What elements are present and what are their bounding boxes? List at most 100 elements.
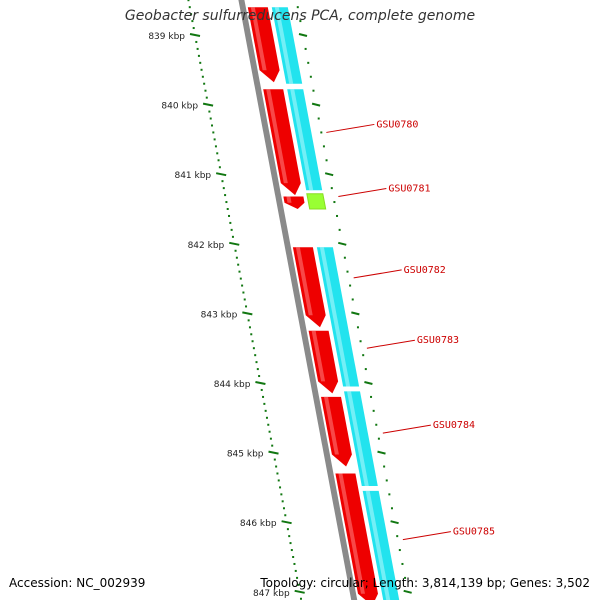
minor-tick: [239, 277, 242, 280]
minor-tick: [245, 305, 248, 308]
outer-minor-tick: [385, 479, 388, 482]
axis-label-2: 841 kbp: [174, 171, 211, 181]
minor-tick: [284, 514, 287, 517]
outer-minor-tick: [375, 423, 378, 426]
gene-label-3: GSU0783: [417, 335, 459, 346]
minor-tick: [192, 27, 195, 30]
outer-minor-tick: [396, 535, 399, 538]
minor-tick: [267, 423, 270, 426]
minor-tick: [228, 214, 231, 217]
cds-forward-block-10: [344, 391, 378, 486]
minor-tick: [229, 221, 232, 224]
outer-minor-tick: [401, 562, 404, 565]
minor-tick: [214, 145, 217, 148]
minor-tick: [209, 117, 212, 120]
minor-tick: [258, 375, 261, 378]
minor-tick: [211, 124, 214, 127]
minor-tick: [238, 270, 241, 273]
minor-tick: [221, 180, 224, 183]
gene-label-2: GSU0782: [404, 265, 446, 276]
outer-minor-tick: [338, 228, 341, 231]
minor-tick: [271, 444, 274, 447]
outer-major-tick: [338, 241, 347, 246]
minor-tick: [250, 333, 253, 336]
outer-minor-tick: [359, 340, 362, 343]
genome-summary-text: Topology: circular; Length: 3,814,139 bp…: [260, 576, 590, 590]
minor-tick: [200, 68, 203, 71]
major-tick-6: [268, 450, 279, 455]
outer-major-tick: [311, 102, 321, 107]
minor-tick: [268, 430, 271, 433]
minor-tick: [224, 194, 227, 197]
axis-label-4: 843 kbp: [201, 310, 238, 320]
outer-major-tick: [351, 311, 360, 316]
outer-minor-tick: [322, 145, 325, 148]
minor-tick: [247, 319, 250, 322]
minor-tick: [289, 542, 292, 545]
outer-major-tick: [377, 450, 386, 455]
gene-leader-line-0: [326, 123, 375, 133]
minor-tick: [260, 388, 263, 391]
cds-reverse-arrow-4: [283, 196, 305, 209]
minor-tick: [243, 298, 246, 301]
cds-reverse-arrow-6-highlight: [295, 247, 313, 316]
minor-tick: [195, 40, 198, 43]
outer-minor-tick: [404, 576, 407, 579]
minor-tick: [293, 562, 296, 565]
outer-minor-tick: [383, 465, 386, 468]
axis-label-1: 840 kbp: [161, 102, 198, 112]
gene-label-5: GSU0785: [453, 527, 495, 538]
minor-tick: [252, 347, 255, 350]
outer-minor-tick: [320, 131, 323, 134]
minor-tick: [265, 416, 268, 419]
minor-tick: [197, 54, 200, 57]
feature-block-5: [306, 193, 327, 210]
minor-tick: [288, 535, 291, 538]
outer-minor-tick: [362, 354, 365, 357]
minor-tick: [218, 166, 221, 169]
outer-minor-tick: [330, 187, 333, 190]
minor-tick: [251, 340, 254, 343]
cds-reverse-arrow-11-highlight: [338, 473, 365, 594]
outer-minor-tick: [336, 214, 339, 217]
cds-forward-block-10-highlight: [347, 391, 369, 486]
outer-minor-tick: [312, 89, 315, 92]
minor-tick: [279, 486, 282, 489]
outer-major-tick: [324, 172, 334, 177]
outer-minor-tick: [325, 159, 328, 162]
outer-minor-tick: [390, 507, 393, 510]
gene-label-1: GSU0781: [388, 183, 430, 194]
minor-tick: [204, 89, 207, 92]
minor-tick: [290, 549, 293, 552]
minor-tick: [226, 208, 229, 210]
cds-forward-block-1-highlight: [274, 7, 294, 84]
outer-major-tick: [364, 381, 373, 385]
major-tick-7: [281, 520, 292, 525]
gene-leader-line-5: [402, 531, 451, 541]
minor-tick: [254, 354, 257, 357]
outer-minor-tick: [356, 326, 359, 329]
axis-label-8: 847 kbp: [253, 589, 290, 599]
gene-label-4: GSU0784: [433, 420, 475, 431]
minor-tick: [296, 576, 299, 579]
minor-tick: [299, 597, 302, 600]
outer-minor-tick: [351, 298, 354, 301]
outer-minor-tick: [388, 493, 391, 496]
minor-tick: [201, 75, 204, 78]
minor-tick: [188, 6, 191, 9]
minor-tick: [199, 61, 202, 64]
axis-label-7: 846 kbp: [240, 519, 277, 529]
minor-tick: [277, 479, 280, 482]
outer-minor-tick: [349, 284, 352, 287]
outer-minor-tick: [364, 368, 367, 371]
major-tick-3: [229, 241, 240, 246]
minor-tick: [286, 528, 289, 531]
gene-leader-line-4: [382, 424, 431, 434]
minor-tick: [275, 465, 278, 468]
gene-label-0: GSU0780: [376, 119, 418, 130]
major-tick-5: [255, 381, 266, 385]
genome-title: Geobacter sulfurreducens PCA, complete g…: [124, 8, 476, 24]
outer-major-tick: [403, 589, 412, 594]
minor-tick: [208, 110, 211, 113]
